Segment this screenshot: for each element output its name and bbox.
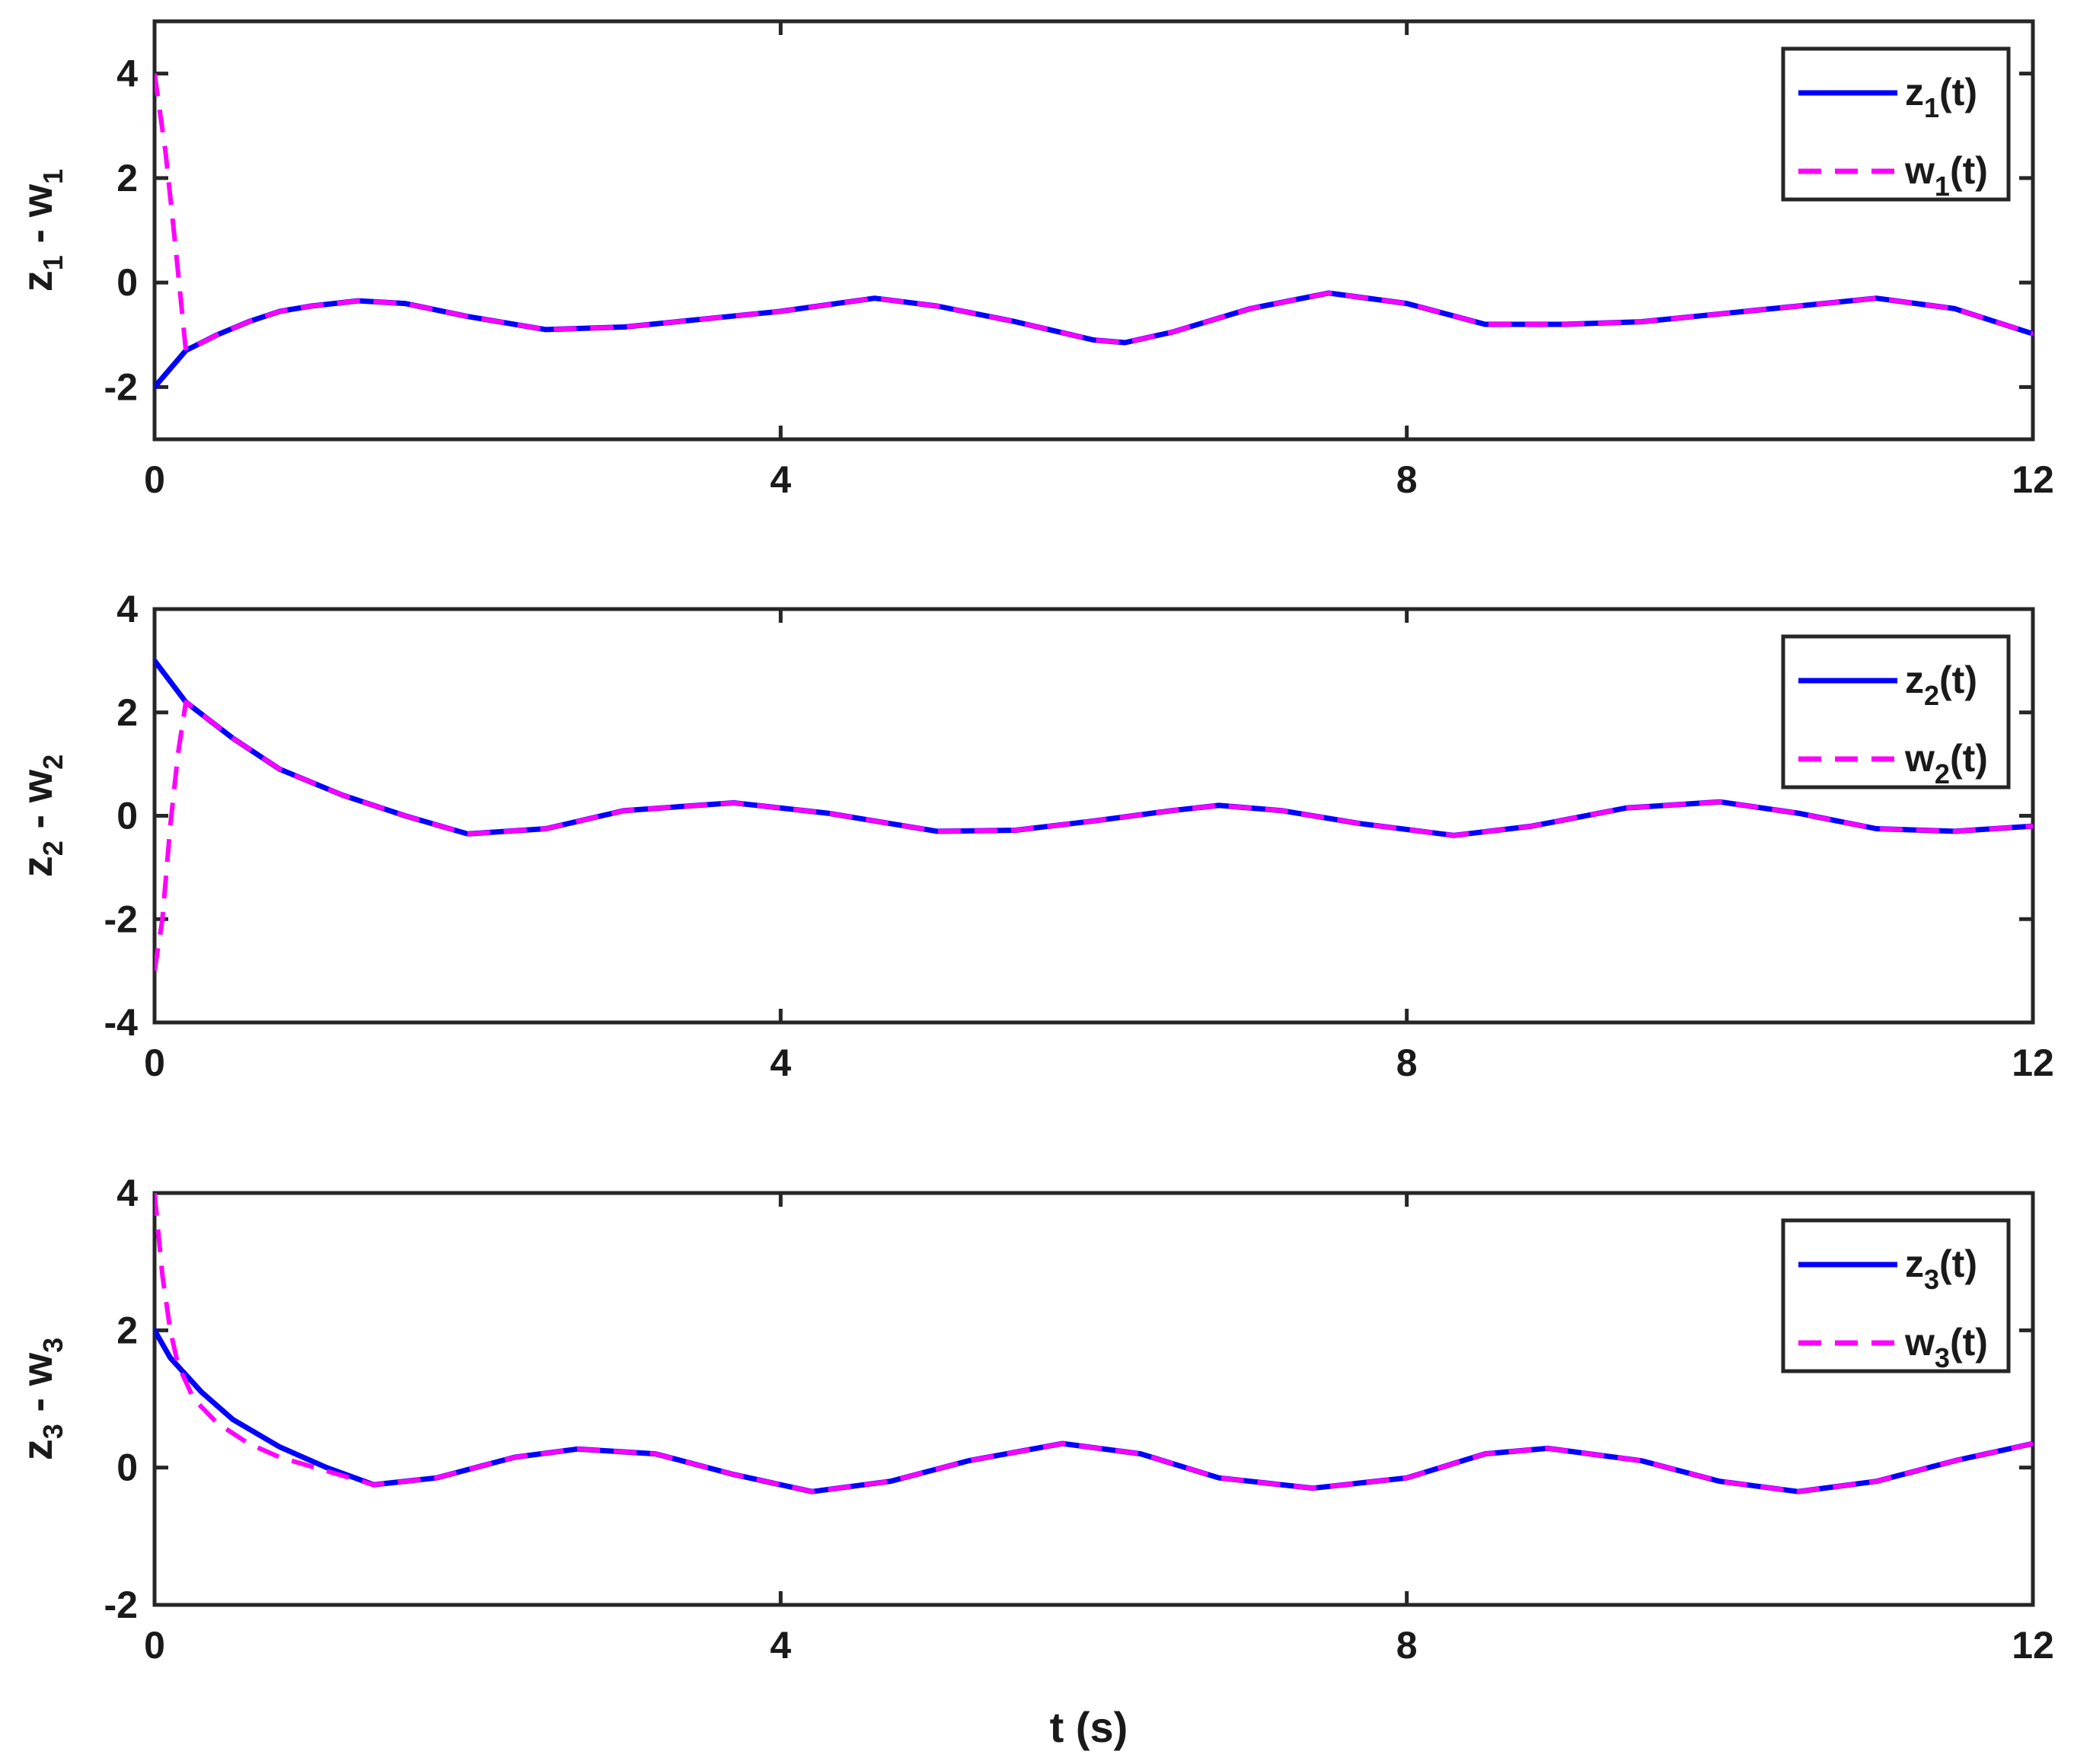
axes-box xyxy=(152,607,2035,1025)
y-tick-label: 4 xyxy=(116,53,138,95)
legend: z3(t) w3(t) xyxy=(1781,1218,2011,1373)
y-tick-label: -2 xyxy=(104,898,138,940)
y-tick-label: 4 xyxy=(116,1172,138,1214)
legend-entry: w2(t) xyxy=(1904,737,1988,789)
x-tick-label: 0 xyxy=(144,458,165,501)
x-tick-label: 4 xyxy=(770,1041,791,1084)
legend-box xyxy=(1781,1218,2011,1373)
y-tick-label: 0 xyxy=(116,261,138,304)
x-tick-label: 12 xyxy=(2012,1041,2054,1084)
legend-entry: w3(t) xyxy=(1904,1321,1988,1373)
y-tick-label: 2 xyxy=(116,691,138,734)
legend: z1(t) w1(t) xyxy=(1781,46,2011,202)
legend-entry: z1(t) xyxy=(1905,71,1977,123)
series-line-z2t xyxy=(155,658,2033,838)
legend-box xyxy=(1781,46,2011,202)
y-tick-label: -2 xyxy=(104,365,138,408)
y-tick-label: -4 xyxy=(104,1001,139,1044)
panel-middle: 0 4 8 12 -4 -2 0 2 4 z2 - w2 z2(t) w2(t) xyxy=(13,588,2054,1084)
axes-box xyxy=(152,19,2035,442)
legend-entry: z2(t) xyxy=(1905,659,1977,711)
legend-box xyxy=(1781,634,2011,789)
x-tick-label: 12 xyxy=(2012,1624,2054,1667)
x-tick-label: 8 xyxy=(1396,1041,1418,1084)
x-tick-label: 0 xyxy=(144,1624,165,1667)
x-tick-label: 0 xyxy=(144,1041,165,1084)
legend: z2(t) w2(t) xyxy=(1781,634,2011,789)
y-tick-label: -2 xyxy=(104,1584,138,1626)
x-axis-label: t (s) xyxy=(1050,1703,1128,1751)
y-axis-label: z3 - w3 xyxy=(13,1338,69,1460)
x-tick-label: 4 xyxy=(770,1624,791,1667)
y-axis-label: z2 - w2 xyxy=(13,754,69,877)
y-tick-label: 0 xyxy=(116,1447,138,1489)
x-tick-label: 8 xyxy=(1396,458,1418,501)
legend-entry: z3(t) xyxy=(1905,1242,1977,1295)
series-line-w3t xyxy=(155,1193,2033,1494)
y-tick-label: 4 xyxy=(116,588,138,630)
y-tick-label: 2 xyxy=(116,157,138,199)
x-tick-label: 4 xyxy=(770,458,791,501)
series-line-z1t xyxy=(155,290,2033,390)
x-tick-label: 12 xyxy=(2012,458,2054,501)
series-line-w2t xyxy=(155,700,2033,971)
series-line-z3t xyxy=(155,1327,2033,1494)
y-axis-label: z1 - w1 xyxy=(13,169,69,292)
legend-entry: w1(t) xyxy=(1904,149,1988,202)
x-tick-label: 8 xyxy=(1396,1624,1418,1667)
panel-top: 0 4 8 12 -2 0 2 4 z1 - w1 z1(t) w1(t) xyxy=(13,19,2054,501)
y-tick-label: 0 xyxy=(116,795,138,837)
y-tick-label: 2 xyxy=(116,1309,138,1351)
axes-box xyxy=(152,1191,2035,1607)
